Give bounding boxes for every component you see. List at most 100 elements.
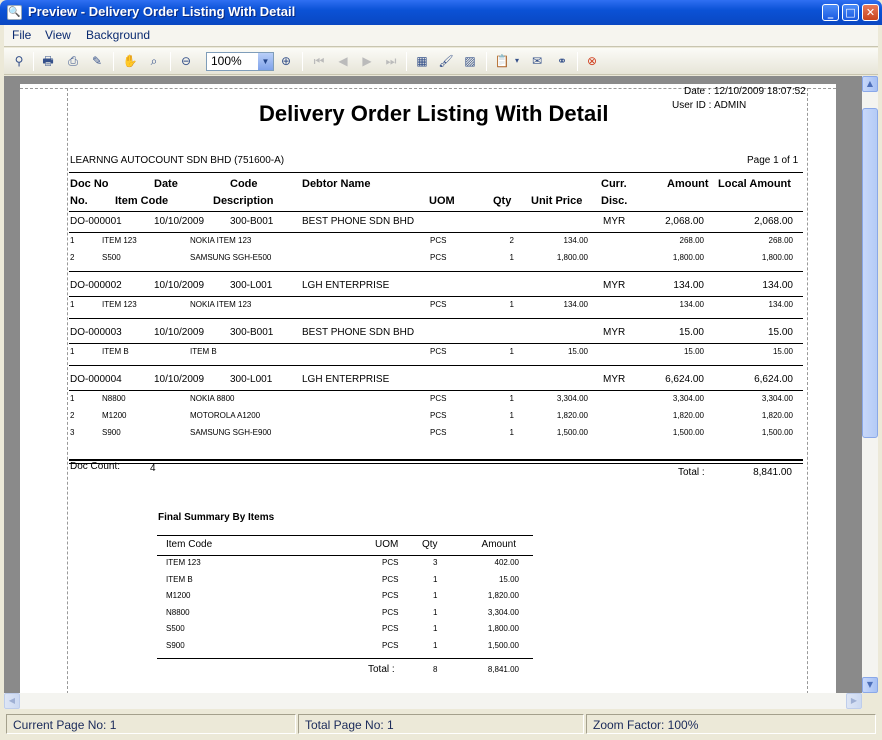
- line-unit-price: 134.00: [563, 300, 588, 309]
- line-qty: 1: [509, 347, 514, 356]
- debtor-code: 300-B001: [230, 216, 274, 227]
- line-item-code: ITEM 123: [102, 300, 137, 309]
- col-description: Description: [213, 195, 274, 207]
- email-icon[interactable]: ✉: [531, 54, 543, 68]
- zoom-out-icon[interactable]: ⊖: [180, 54, 192, 68]
- window-title: Preview - Delivery Order Listing With De…: [28, 4, 296, 19]
- print-icon[interactable]: ⎙: [68, 54, 78, 68]
- summary-item-code: M1200: [166, 591, 191, 600]
- doc-amount: 15.00: [678, 327, 704, 338]
- zoom-in-icon[interactable]: ⊕: [280, 54, 292, 68]
- close-preview-icon[interactable]: ⊗: [586, 54, 598, 68]
- page-setup-icon[interactable]: ✎: [91, 54, 103, 68]
- date-value: 12/10/2009 18:07:52: [714, 86, 806, 97]
- magnifier-icon[interactable]: ⌕: [150, 54, 158, 68]
- previous-page-icon[interactable]: ◀: [338, 54, 348, 68]
- doc-count-label: Doc Count:: [70, 461, 121, 472]
- watermark-icon[interactable]: ▨: [464, 54, 476, 68]
- summary-total-amount: 8,841.00: [487, 665, 519, 674]
- summary-uom: PCS: [382, 591, 399, 600]
- find-icon[interactable]: ⚲: [14, 54, 24, 68]
- summary-item-code: ITEM 123: [166, 558, 201, 567]
- line-no: 3: [70, 428, 75, 437]
- export-icon[interactable]: 📋: [494, 54, 510, 68]
- debtor-name: BEST PHONE SDN BHD: [302, 327, 415, 338]
- doc-no: DO-000004: [70, 374, 122, 385]
- report-viewport[interactable]: Date : 12/10/2009 18:07:52 User ID : ADM…: [4, 76, 862, 693]
- title-bar[interactable]: 🔍 Preview - Delivery Order Listing With …: [0, 0, 882, 25]
- line-unit-price: 15.00: [567, 347, 588, 356]
- chevron-down-icon[interactable]: ▼: [258, 53, 273, 70]
- doc-date: 10/10/2009: [154, 374, 205, 385]
- multiple-pages-icon[interactable]: ▦: [416, 54, 428, 68]
- doc-count-value: 4: [150, 463, 156, 474]
- col-qty: Qty: [493, 195, 512, 207]
- company-name: LEARNNG AUTOCOUNT SDN BHD (751600-A): [70, 155, 285, 166]
- summary-uom: PCS: [382, 640, 399, 650]
- user-id-label: User ID :: [672, 100, 712, 111]
- scroll-right-icon[interactable]: ▶: [846, 693, 862, 709]
- link-icon[interactable]: ⚭: [556, 54, 568, 68]
- next-page-icon[interactable]: ▶: [362, 54, 372, 68]
- line-unit-price: 1,500.00: [556, 428, 588, 437]
- col-item-code: Item Code: [115, 195, 169, 207]
- print-setup-icon[interactable]: 🖶: [42, 54, 54, 68]
- close-button[interactable]: ✕: [862, 4, 879, 21]
- doc-no: DO-000003: [70, 327, 122, 338]
- doc-date: 10/10/2009: [154, 327, 205, 338]
- line-amount: 3,304.00: [672, 394, 704, 403]
- line-uom: PCS: [430, 428, 447, 437]
- col-amount: Amount: [667, 178, 709, 190]
- minimize-button[interactable]: _: [822, 4, 839, 21]
- line-description: MOTOROLA A1200: [190, 411, 261, 420]
- doc-no: DO-000002: [70, 280, 122, 291]
- export-dropdown-icon[interactable]: ▾: [514, 56, 519, 65]
- line-item-code: ITEM B: [102, 347, 129, 356]
- currency: MYR: [603, 280, 626, 291]
- maximize-button[interactable]: □: [842, 4, 859, 21]
- line-unit-price: 1,800.00: [556, 253, 588, 262]
- doc-amount: 134.00: [673, 280, 704, 291]
- hand-tool-icon[interactable]: ✋: [122, 54, 138, 68]
- zoom-value: 100%: [211, 54, 242, 68]
- summary-qty: 1: [433, 607, 438, 617]
- col-uom: UOM: [429, 195, 455, 207]
- last-page-icon[interactable]: ⏭: [385, 54, 397, 68]
- menu-view[interactable]: View: [45, 28, 71, 42]
- doc-local-amount: 6,624.00: [754, 374, 793, 385]
- horizontal-scrollbar[interactable]: ◀ ▶: [4, 693, 862, 709]
- summary-amount: 402.00: [494, 558, 519, 567]
- zoom-select[interactable]: 100% ▼: [206, 52, 274, 71]
- doc-local-amount: 2,068.00: [754, 216, 793, 227]
- line-no: 1: [70, 236, 75, 245]
- scroll-up-icon[interactable]: ▲: [862, 76, 878, 92]
- scroll-left-icon[interactable]: ◀: [4, 693, 20, 709]
- preview-app-icon: 🔍: [7, 5, 22, 20]
- line-item-code: ITEM 123: [102, 236, 137, 245]
- status-total-page: Total Page No: 1: [298, 714, 584, 734]
- line-qty: 1: [509, 300, 514, 309]
- debtor-name: LGH ENTERPRISE: [302, 280, 390, 291]
- scroll-down-icon[interactable]: ▼: [862, 677, 878, 693]
- summary-amount: 1,820.00: [487, 591, 519, 600]
- color-icon[interactable]: 🖌: [438, 54, 454, 68]
- vertical-scrollbar[interactable]: ▲ ▼: [862, 76, 878, 693]
- summary-col-uom: UOM: [375, 539, 399, 550]
- line-local-amount: 268.00: [768, 236, 793, 245]
- menu-background[interactable]: Background: [86, 28, 151, 42]
- line-uom: PCS: [430, 300, 447, 309]
- line-amount: 1,820.00: [672, 411, 704, 420]
- scroll-thumb[interactable]: [862, 108, 878, 438]
- line-description: SAMSUNG SGH-E900: [190, 428, 272, 437]
- summary-uom: PCS: [382, 607, 399, 617]
- currency: MYR: [603, 216, 626, 227]
- line-unit-price: 3,304.00: [556, 394, 588, 403]
- menu-file[interactable]: File: [12, 28, 32, 42]
- page-info: Page 1 of 1: [747, 155, 799, 166]
- line-amount: 1,500.00: [672, 428, 704, 437]
- summary-uom: PCS: [382, 624, 399, 633]
- first-page-icon[interactable]: ⏮: [313, 54, 325, 68]
- doc-date: 10/10/2009: [154, 280, 205, 291]
- line-local-amount: 15.00: [772, 347, 793, 356]
